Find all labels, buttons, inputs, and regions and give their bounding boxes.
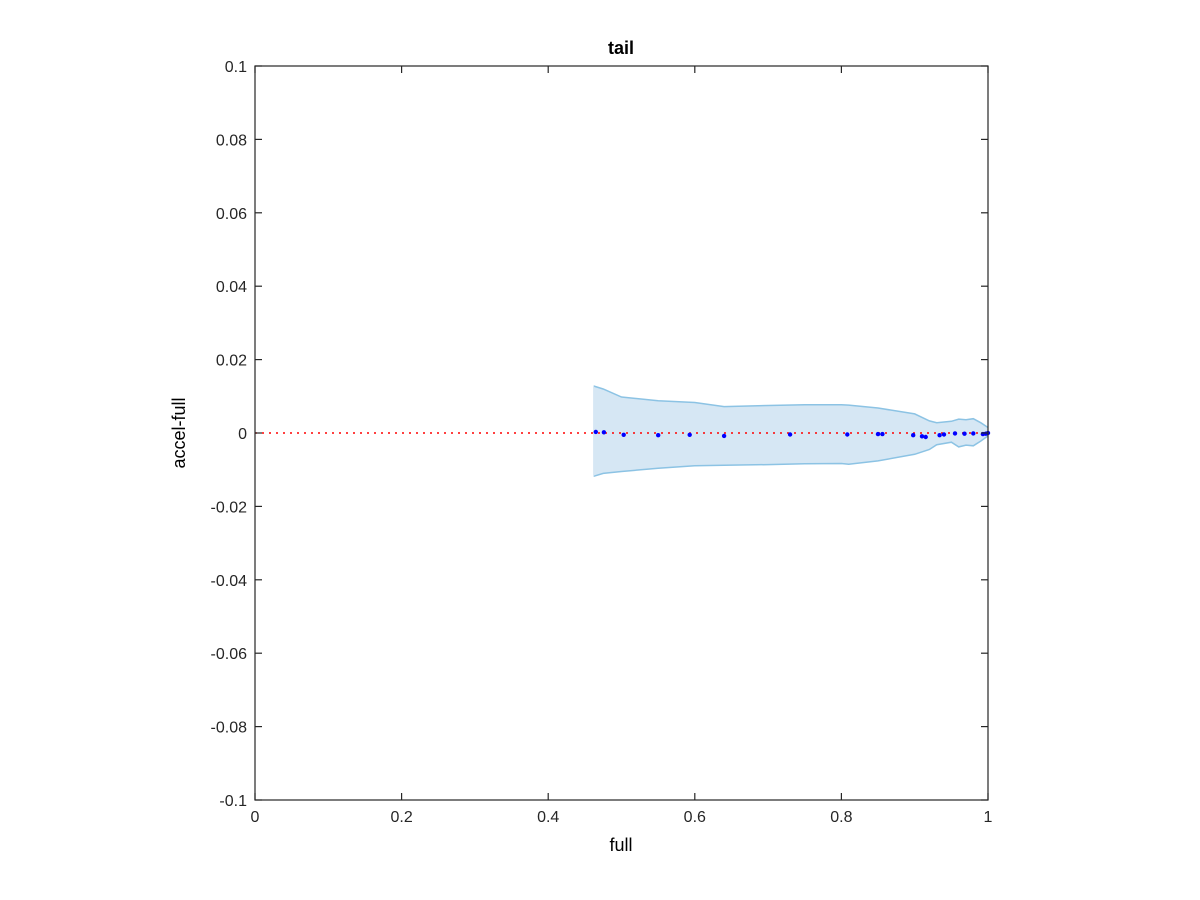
data-point	[923, 434, 928, 440]
data-point	[911, 433, 916, 438]
x-axis: 0 0.2 0.4 0.6 0.8 1	[251, 66, 993, 826]
chart-title: tail	[608, 38, 634, 58]
x-axis-label: full	[609, 835, 632, 855]
data-point	[971, 431, 976, 436]
y-tick-label: 0.06	[216, 206, 247, 223]
x-tick-label: 0.4	[537, 809, 559, 826]
y-tick-label: 0.1	[225, 59, 247, 76]
data-point	[952, 431, 958, 436]
y-tick-label: -0.08	[211, 720, 248, 737]
data-point	[621, 432, 626, 437]
data-point	[787, 432, 793, 437]
x-tick-label: 0.6	[684, 809, 706, 826]
y-tick-label: 0.04	[216, 279, 247, 296]
y-tick-label: -0.06	[211, 646, 248, 663]
y-tick-label: -0.1	[219, 793, 247, 810]
plot-area	[254, 65, 991, 801]
x-tick-label: 0	[251, 809, 260, 826]
x-tick-label: 0.8	[830, 809, 852, 826]
band-lower-edge	[593, 435, 989, 478]
y-tick-label: 0	[238, 426, 247, 443]
y-axis-label: accel-full	[169, 397, 189, 468]
x-tick-label: 1	[984, 809, 993, 826]
y-tick-label: 0.08	[216, 132, 247, 149]
x-tick-label: 0.2	[390, 809, 412, 826]
data-point	[601, 430, 607, 435]
data-point	[919, 434, 925, 439]
data-point	[941, 432, 947, 437]
data-point	[593, 429, 598, 435]
y-tick-label: -0.04	[211, 573, 248, 590]
data-point	[845, 432, 850, 437]
confidence-band	[593, 386, 988, 477]
data-point	[937, 433, 942, 438]
data-point	[687, 432, 692, 437]
data-point	[875, 431, 881, 437]
data-point	[880, 431, 885, 437]
y-axis: -0.1 -0.08 -0.06 -0.04 -0.02 0 0.02 0.04 0.06 0.0…	[211, 59, 988, 810]
data-point	[721, 433, 727, 439]
band-upper-edge	[593, 385, 989, 429]
data-point	[962, 431, 967, 436]
y-tick-label: -0.02	[211, 499, 248, 516]
y-tick-label: 0.02	[216, 353, 247, 370]
data-point	[656, 433, 661, 438]
